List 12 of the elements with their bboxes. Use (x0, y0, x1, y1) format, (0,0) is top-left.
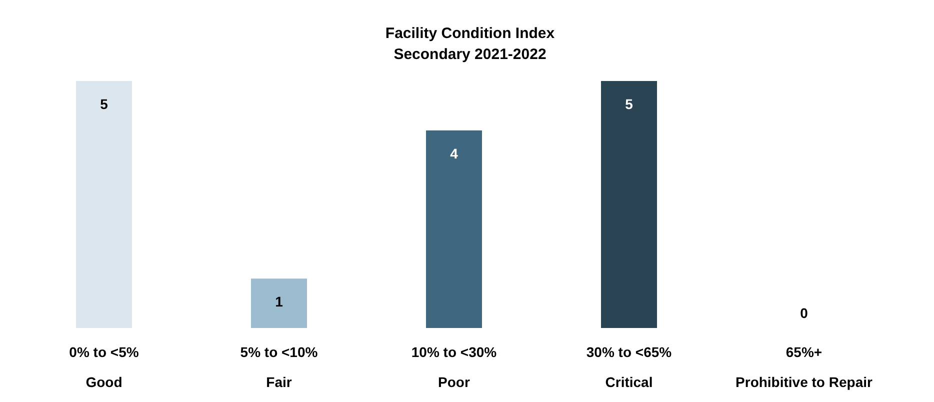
chart-subtitle: Secondary 2021-2022 (394, 46, 546, 63)
x-tick-label: 0% to <5% Good (69, 344, 140, 390)
x-tick-label: 30% to <65% Critical (586, 344, 672, 390)
data-label: 5 (625, 96, 634, 112)
chart-title: Facility Condition Index (385, 25, 556, 42)
x-tick-label: 65%+ Prohibitive to Repair (736, 344, 873, 390)
x-tick-label: 5% to <10% Fair (240, 344, 318, 390)
data-label: 1 (275, 294, 284, 310)
data-label: 4 (450, 145, 458, 162)
data-label: 5 (100, 96, 108, 112)
x-tick-label: 10% to <30% Poor (411, 344, 498, 390)
data-label: 0 (800, 305, 808, 321)
